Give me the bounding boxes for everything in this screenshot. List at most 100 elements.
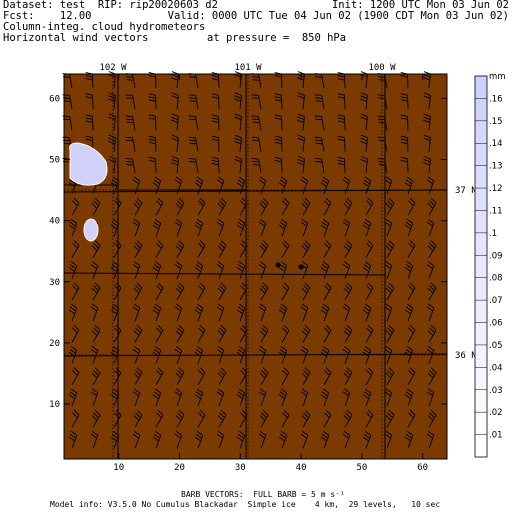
wind-barb [404, 218, 414, 237]
wind-barb [155, 197, 164, 216]
valid-time-label: Valid: 0000 UTC Tue 04 Jun 02 (1900 CDT … [167, 10, 509, 22]
wind-barb [300, 176, 309, 195]
wind-barb [71, 325, 80, 343]
wind-barb [300, 346, 309, 364]
wind-barb [71, 367, 80, 386]
wind-barb [171, 134, 179, 152]
colorbar-unit: mm [489, 72, 506, 82]
wind-barb [427, 197, 437, 216]
wind-barb [194, 261, 204, 279]
wind-barb [259, 367, 269, 386]
wind-barb [365, 325, 374, 343]
wind-barb [174, 430, 183, 449]
wind-barb [62, 115, 73, 131]
wind-barb [320, 303, 330, 322]
wind-barb [188, 94, 199, 110]
wind-barb [258, 388, 267, 407]
wind-barb [362, 388, 372, 407]
wind-barb [297, 113, 305, 131]
wind-barb [384, 430, 393, 449]
wind-barb [301, 282, 311, 301]
colorbar-label: .16 [489, 94, 503, 104]
wind-barb [133, 240, 143, 258]
wind-barb [197, 197, 206, 216]
wind-barb [133, 325, 143, 343]
latitude-label: 36 N [455, 351, 477, 361]
wind-barb [320, 261, 330, 279]
city-marker [298, 264, 304, 270]
wind-barb [360, 113, 368, 131]
wind-barb [68, 218, 78, 237]
wind-barb [197, 367, 206, 386]
wind-barb [155, 409, 164, 428]
wind-barb [407, 240, 416, 258]
city-marker [275, 262, 281, 268]
wind-barb [278, 261, 288, 279]
field-title-wind: Horizontal wind vectors [3, 32, 149, 44]
wind-barb [343, 409, 353, 428]
wind-barb [342, 346, 351, 364]
wind-barb [85, 71, 94, 89]
wind-barb [342, 218, 351, 237]
wind-barb [426, 303, 435, 322]
wind-barb [90, 303, 99, 322]
wind-barb [426, 346, 435, 364]
wind-barb [108, 113, 116, 131]
model-info: Model info: V3.5.0 No Cumulus Blackadar … [50, 500, 441, 509]
forecast-hour-label: Fcst: 12.00 [3, 10, 92, 22]
wind-barb [297, 134, 305, 152]
wind-barb [175, 282, 185, 301]
wind-barb [194, 430, 204, 449]
x-tick-label: 40 [296, 463, 307, 473]
wind-barb [278, 430, 288, 449]
wind-barb [217, 367, 227, 386]
wind-barb [68, 261, 78, 279]
wind-barb [188, 115, 199, 131]
wind-barb [259, 282, 269, 301]
longitude-label: 100 W [368, 63, 396, 73]
wind-barb [175, 240, 185, 258]
wind-barb [365, 197, 374, 216]
wind-barb [404, 303, 414, 322]
boundaries-layer: 102 W 101 W 100 W 37 N 36 N [63, 63, 477, 459]
wind-barb [132, 388, 141, 407]
wind-barb [91, 282, 101, 301]
wind-barb [133, 367, 143, 386]
field-title-cloud: Column-integ. cloud hydrometeors [3, 21, 206, 33]
wind-barb [197, 282, 206, 301]
wind-barb [400, 71, 409, 89]
wind-barb [155, 325, 164, 343]
wind-barb [281, 325, 290, 343]
wind-barb [384, 303, 393, 322]
wind-barb [281, 240, 290, 258]
wind-barb [148, 71, 157, 89]
wind-barb [320, 176, 330, 195]
wind-barb [362, 430, 372, 449]
wind-barb [188, 136, 199, 152]
wind-barb [281, 197, 290, 216]
wind-barb [343, 325, 353, 343]
wind-barb [278, 388, 288, 407]
wind-barb [132, 346, 141, 364]
wind-barb [323, 325, 332, 343]
wind-barb [251, 136, 262, 152]
wind-barb [90, 388, 99, 407]
wind-barb [427, 367, 437, 386]
wind-barb [278, 176, 288, 195]
wind-barb [211, 135, 220, 152]
wind-barb [423, 71, 431, 89]
y-tick-label: 40 [49, 217, 60, 227]
x-tick-label: 20 [174, 463, 185, 473]
wind-barb [323, 197, 332, 216]
wind-barb [234, 113, 242, 131]
wind-barb [274, 135, 283, 152]
wind-barb [427, 240, 437, 258]
wind-barb [171, 71, 179, 89]
wind-barb [194, 388, 204, 407]
colorbar-label: .12 [489, 184, 503, 194]
wind-barb [404, 176, 414, 195]
wind-barb [133, 409, 143, 428]
y-tick-label: 10 [49, 400, 60, 410]
wind-barb [71, 240, 80, 258]
